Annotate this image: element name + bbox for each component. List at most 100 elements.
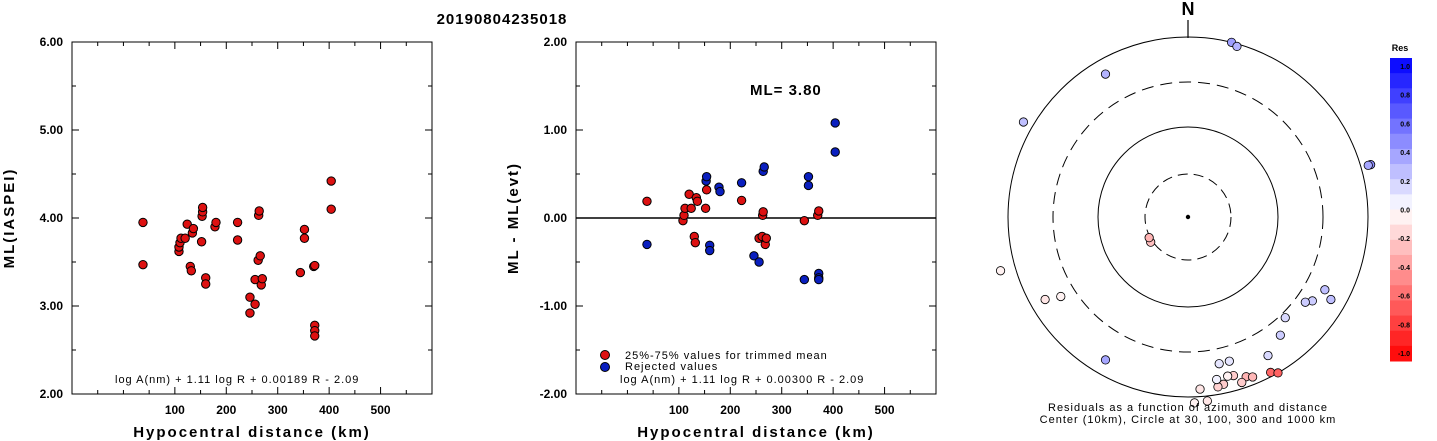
residual-point xyxy=(1232,41,1242,51)
trimmed-point xyxy=(692,196,703,206)
legend-rejected-label: Rejected values xyxy=(625,361,718,373)
magnitude-point xyxy=(186,266,197,276)
y-tick-label: 3.00 xyxy=(40,299,64,313)
residual-point xyxy=(1320,285,1330,295)
residual-point xyxy=(1224,356,1234,366)
trimmed-point xyxy=(761,233,771,243)
x-tick-label: 400 xyxy=(319,403,339,417)
rejected-point xyxy=(799,274,810,285)
residual-point xyxy=(1280,313,1290,323)
legend-trimmed-marker xyxy=(600,350,610,360)
trimmed-point xyxy=(686,203,696,214)
polar-caption-line2: Center (10km), Circle at 30, 100, 300 an… xyxy=(1040,414,1337,426)
ring-300km xyxy=(1052,81,1324,353)
colorbar-cell xyxy=(1390,345,1412,362)
colorbar-cell xyxy=(1390,133,1412,150)
residual-point xyxy=(1300,297,1310,307)
colorbar-cell xyxy=(1390,209,1412,226)
x-tick-label: 200 xyxy=(720,403,740,417)
residual-point xyxy=(1214,359,1224,369)
rejected-point xyxy=(803,171,814,182)
magnitude-point xyxy=(326,204,336,214)
legend-trimmed-label: 25%-75% values for trimmed mean xyxy=(625,350,828,362)
magnitude-point xyxy=(180,233,190,243)
y-tick-label: 6.00 xyxy=(40,35,64,49)
colorbar-cell xyxy=(1390,194,1412,210)
left-plot-frame xyxy=(71,41,433,395)
residual-point xyxy=(1326,294,1336,305)
colorbar-tick-label: -0.8 xyxy=(1398,322,1410,329)
colorbar-cell xyxy=(1390,103,1412,120)
colorbar-cell xyxy=(1390,270,1412,286)
magnitude-point xyxy=(299,233,310,243)
colorbar-title: Res xyxy=(1392,43,1409,53)
ring-30km xyxy=(1144,173,1232,261)
middle-plot: 100 200 300 400 500 -2.00 -1.00 0.00 1.00 2.00 ML… xyxy=(505,35,937,441)
colorbar-cell xyxy=(1390,285,1412,301)
x-tick-label: 100 xyxy=(669,403,689,417)
residual-point xyxy=(1195,384,1205,394)
magnitude-point xyxy=(310,331,320,341)
residual-point xyxy=(1056,291,1066,302)
middle-plot-ticks: 100 200 300 400 500 -2.00 -1.00 0.00 1.00 2.00 xyxy=(540,35,936,417)
legend-rejected-marker xyxy=(600,362,610,372)
trimmed-point xyxy=(700,203,711,214)
colorbar-tick-label: 1.0 xyxy=(1400,64,1410,71)
x-tick-label: 400 xyxy=(823,403,843,417)
y-tick-label: -1.00 xyxy=(540,299,568,313)
polar-plot-points xyxy=(995,37,1376,408)
rejected-point xyxy=(814,274,824,285)
magnitude-point xyxy=(201,279,211,289)
magnitude-point xyxy=(232,217,243,228)
colorbar-cell xyxy=(1390,300,1412,317)
residual-point xyxy=(1237,377,1247,388)
trimmed-point xyxy=(701,185,712,195)
magnitude-point xyxy=(295,267,306,278)
trimmed-point xyxy=(642,196,652,206)
rejected-point xyxy=(803,180,814,191)
middle-plot-ylabel: ML - ML(evt) xyxy=(505,162,522,274)
colorbar-tick-label: -1.0 xyxy=(1398,351,1410,358)
colorbar-cell xyxy=(1390,58,1412,74)
magnitude-point xyxy=(245,292,255,302)
rejected-point xyxy=(830,118,840,128)
colorbar-cell xyxy=(1390,164,1412,180)
colorbar-tick-label: 0.6 xyxy=(1400,121,1410,128)
colorbar-cell xyxy=(1390,315,1412,332)
north-label: N xyxy=(1182,0,1195,19)
rejected-point xyxy=(749,251,759,261)
residual-point xyxy=(1223,371,1233,381)
y-tick-label: 2.00 xyxy=(544,35,568,49)
colorbar-tick-label: -0.4 xyxy=(1398,265,1410,272)
magnitude-point xyxy=(299,224,310,235)
magnitude-point xyxy=(138,259,148,270)
colorbar-cell xyxy=(1390,88,1412,104)
polar-plot: N Residuals as a function of azimuth and… xyxy=(995,0,1376,426)
residual-point xyxy=(1189,398,1200,408)
colorbar-cell xyxy=(1390,224,1412,241)
residual-point xyxy=(1212,374,1222,385)
residual-point xyxy=(1275,330,1285,340)
y-tick-label: 1.00 xyxy=(544,123,568,137)
magnitude-point xyxy=(250,299,260,309)
residual-point xyxy=(1213,382,1223,392)
center-marker xyxy=(1185,214,1191,220)
trimmed-point xyxy=(814,206,824,216)
figure-title: 20190804235018 xyxy=(437,11,568,28)
residual-point xyxy=(1202,396,1212,406)
y-tick-label: 5.00 xyxy=(40,123,64,137)
colorbar-cells xyxy=(1390,58,1412,362)
colorbar-cell xyxy=(1390,118,1412,135)
residual-point xyxy=(1100,355,1111,365)
trimmed-point xyxy=(799,215,810,226)
left-plot-points xyxy=(138,176,336,341)
y-tick-label: 2.00 xyxy=(40,387,64,401)
colorbar-tick-label: -0.6 xyxy=(1398,294,1410,301)
polar-caption-line1: Residuals as a function of azimuth and d… xyxy=(1048,402,1328,414)
magnitude-point xyxy=(245,308,255,318)
residual-point xyxy=(1100,69,1111,79)
left-plot: 100 200 300 400 500 2.00 3.00 4.00 5.00 6.00 ML(I… xyxy=(1,35,433,441)
colorbar-cell xyxy=(1390,73,1412,89)
magnitude-point xyxy=(211,217,221,228)
